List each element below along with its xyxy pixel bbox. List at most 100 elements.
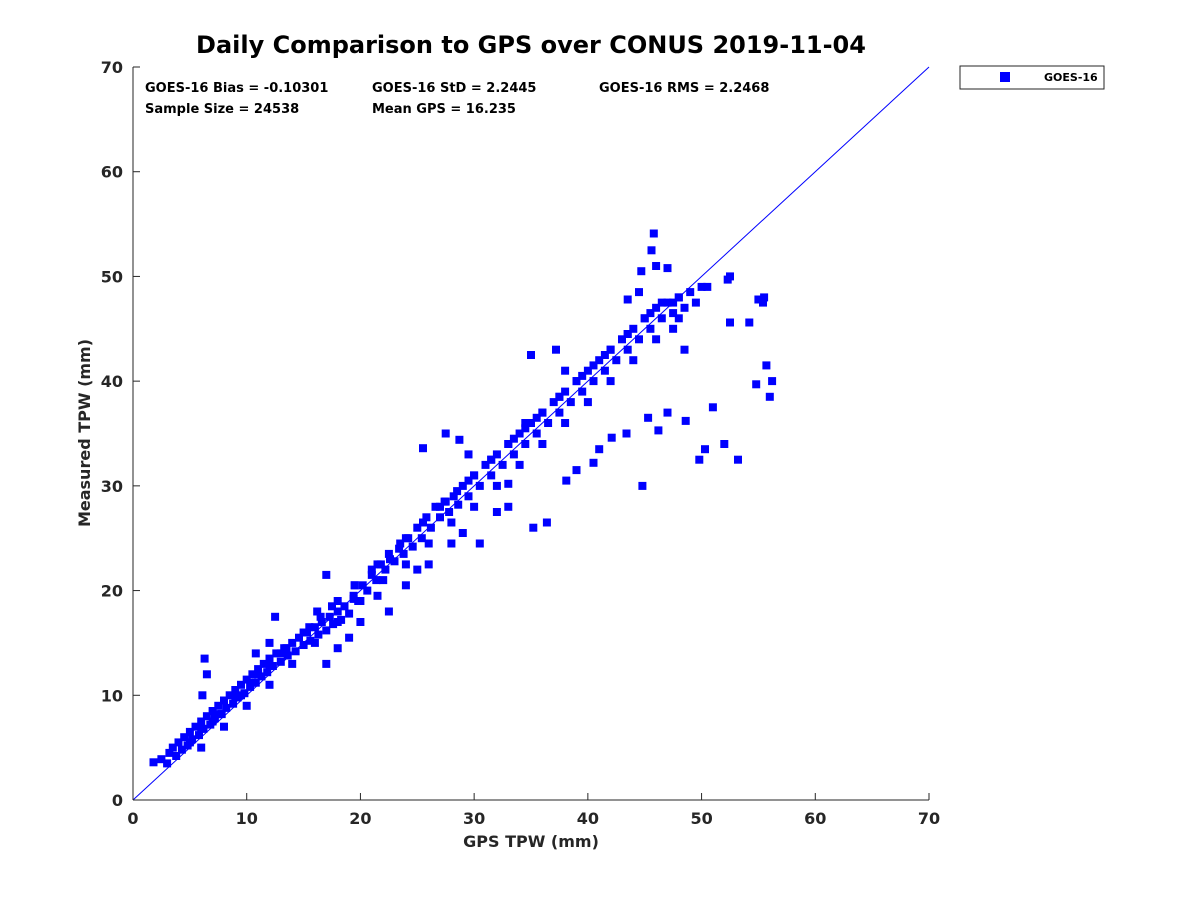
data-point-goes-16: [263, 668, 272, 677]
data-point-goes-16: [202, 712, 211, 721]
data-point-goes-16: [358, 581, 367, 590]
data-point-goes-16: [561, 366, 570, 375]
data-point-goes-16: [333, 618, 342, 626]
data-point-goes-16: [313, 607, 322, 616]
data-point-goes-16: [504, 502, 513, 511]
data-point-goes-16: [552, 345, 560, 354]
data-point-goes-16: [322, 659, 331, 668]
data-point-goes-16: [276, 649, 285, 658]
x-tick-label: 70: [918, 809, 940, 828]
data-point-goes-16: [529, 523, 538, 532]
data-point-goes-16: [515, 460, 524, 469]
data-point-goes-16: [390, 557, 399, 566]
data-point-goes-16: [165, 748, 174, 757]
data-point-goes-16: [431, 502, 440, 511]
data-point-goes-16: [669, 324, 678, 333]
data-point-goes-16: [419, 444, 427, 453]
data-point-goes-16: [600, 366, 609, 375]
data-point-goes-16: [329, 620, 338, 629]
data-point-goes-16: [265, 654, 274, 663]
data-point-goes-16: [607, 433, 616, 442]
data-point-goes-16: [637, 267, 646, 276]
data-point-goes-16: [386, 555, 394, 564]
data-point-goes-16: [282, 644, 291, 653]
legend-label-goes16: GOES-16: [1044, 71, 1098, 84]
data-point-goes-16: [652, 335, 661, 344]
data-point-goes-16: [589, 361, 598, 370]
data-point-goes-16: [291, 647, 300, 656]
data-point-goes-16: [229, 699, 238, 708]
data-point-goes-16: [623, 295, 632, 304]
data-point-goes-16: [509, 450, 518, 459]
y-tick-label: 20: [101, 582, 123, 601]
data-point-goes-16: [299, 628, 308, 637]
data-point-goes-16: [657, 314, 666, 323]
data-point-goes-16: [265, 638, 274, 647]
data-point-goes-16: [629, 324, 638, 333]
data-point-goes-16: [322, 626, 331, 635]
data-point-goes-16: [515, 429, 524, 438]
data-point-goes-16: [521, 440, 530, 448]
data-point-goes-16: [669, 309, 678, 318]
data-point-goes-16: [464, 476, 473, 485]
data-point-goes-16: [649, 229, 658, 238]
data-point-goes-16: [325, 612, 334, 621]
y-tick-label: 70: [101, 58, 123, 77]
data-point-goes-16: [680, 303, 689, 312]
data-point-goes-16: [447, 518, 456, 527]
data-point-goes-16: [623, 345, 632, 354]
data-point-goes-16: [259, 659, 268, 668]
data-point-goes-16: [367, 565, 376, 574]
data-point-goes-16: [762, 361, 771, 370]
data-point-goes-16: [549, 398, 558, 407]
data-point-goes-16: [220, 696, 228, 705]
data-point-goes-16: [177, 745, 186, 754]
data-point-goes-16: [345, 609, 354, 618]
data-point-goes-16: [453, 487, 462, 496]
data-point-goes-16: [265, 680, 274, 689]
data-point-goes-16: [310, 638, 319, 647]
stat-bias: GOES-16 Bias = -0.10301: [145, 81, 328, 96]
data-point-goes-16: [555, 408, 564, 417]
data-point-goes-16: [231, 693, 240, 702]
data-point-goes-16: [538, 440, 547, 448]
data-point-goes-16: [248, 678, 257, 687]
data-point-goes-16: [561, 419, 570, 427]
data-point-goes-16: [572, 377, 581, 386]
y-tick-label: 60: [101, 163, 123, 182]
data-point-goes-16: [578, 387, 587, 396]
data-point-goes-16: [422, 513, 431, 522]
data-point-goes-16: [254, 670, 263, 679]
data-point-goes-16: [647, 246, 656, 255]
stats-annotation: GOES-16 Bias = -0.10301 GOES-16 StD = 2.…: [145, 81, 769, 117]
data-point-goes-16: [612, 356, 621, 365]
data-point-goes-16: [225, 691, 234, 700]
data-point-goes-16: [197, 743, 206, 752]
data-point-goes-16: [265, 662, 274, 670]
data-point-goes-16: [654, 426, 663, 435]
data-point-goes-16: [202, 670, 211, 679]
y-axis-ticks: 0 10 20 30 40 50 60 70: [101, 58, 140, 810]
legend-box: [959, 65, 1105, 90]
data-point-goes-16: [276, 657, 285, 666]
data-point-goes-16: [350, 581, 359, 590]
x-axis-ticks: 0 10 20 30 40 50 60 70: [127, 793, 940, 828]
scatter-points: [149, 229, 777, 768]
data-point-goes-16: [708, 403, 717, 412]
data-point-goes-16: [663, 264, 672, 273]
data-point-goes-16: [283, 651, 292, 660]
x-tick-label: 60: [804, 809, 826, 828]
data-point-goes-16: [464, 492, 473, 501]
data-point-goes-16: [408, 542, 417, 551]
data-point-goes-16: [475, 481, 484, 490]
reference-line-group: [132, 66, 930, 801]
data-point-goes-16: [419, 518, 427, 527]
data-point-goes-16: [333, 607, 342, 616]
data-point-goes-16: [629, 356, 638, 365]
data-point-goes-16: [638, 481, 647, 490]
data-point-goes-16: [254, 665, 263, 674]
data-point-goes-16: [328, 602, 336, 611]
data-point-goes-16: [242, 675, 251, 684]
one-to-one-reference-line: [132, 66, 930, 801]
data-point-goes-16: [663, 408, 672, 417]
